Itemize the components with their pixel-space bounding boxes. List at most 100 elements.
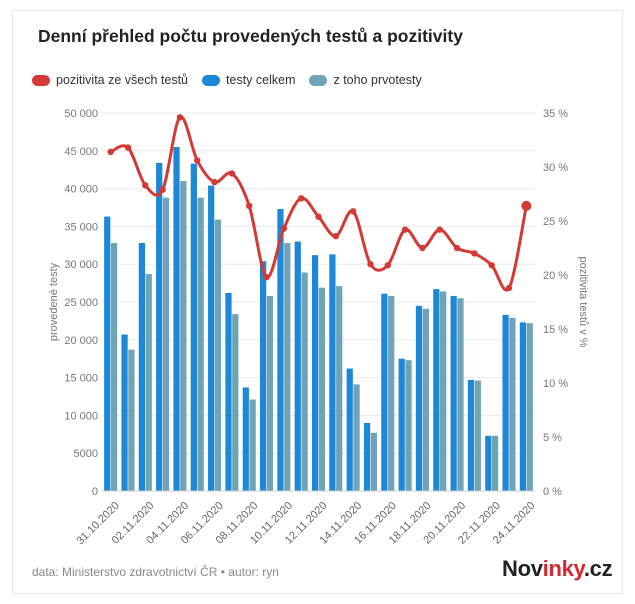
positivity-point xyxy=(419,244,426,252)
legend-label-positivity: pozitivita ze všech testů xyxy=(56,73,189,87)
bar-prvotesty xyxy=(440,291,447,491)
bar-prvotesty xyxy=(474,380,481,491)
bar-prvotesty xyxy=(492,435,499,491)
bar-testy-celkem xyxy=(329,254,336,491)
y-tick-label-right: 20 % xyxy=(543,270,568,282)
bar-prvotesty xyxy=(526,323,533,491)
y-tick-label-left: 25 000 xyxy=(64,297,98,309)
positivity-point xyxy=(124,144,132,151)
bar-prvotesty xyxy=(353,384,360,491)
positivity-point xyxy=(384,262,391,269)
bar-prvotesty xyxy=(301,272,308,491)
y-tick-label-left: 45 000 xyxy=(64,146,98,158)
brand-accent: inky xyxy=(542,556,585,581)
brand-suffix: .cz xyxy=(583,556,613,581)
positivity-point xyxy=(107,148,114,156)
source-note: data: Ministerstvo zdravotnictví ČR • au… xyxy=(32,565,279,579)
positivity-point xyxy=(471,250,478,257)
positivity-point xyxy=(176,114,184,121)
bar-prvotesty xyxy=(180,181,187,492)
y-tick-label-right: 30 % xyxy=(543,162,568,174)
bar-testy-celkem xyxy=(208,185,215,492)
y-tick-label-right: 15 % xyxy=(543,324,568,336)
bar-testy-celkem xyxy=(398,358,405,491)
positivity-point xyxy=(505,284,513,292)
y-tick-label-left: 30 000 xyxy=(64,259,98,271)
bar-prvotesty xyxy=(232,314,239,491)
legend-swatch-total xyxy=(202,74,221,86)
positivity-point xyxy=(246,202,253,210)
bar-testy-celkem xyxy=(502,314,509,491)
y-tick-label-left: 50 000 xyxy=(64,108,98,120)
legend-item-first[interactable]: z toho prvotesty xyxy=(309,73,422,87)
bar-testy-celkem xyxy=(381,293,388,491)
brand-prefix: Nov xyxy=(502,556,543,581)
bar-prvotesty xyxy=(388,295,395,491)
bar-testy-celkem xyxy=(467,379,475,491)
positivity-point xyxy=(401,226,409,233)
positivity-point xyxy=(436,226,443,233)
y-axis-title-left: provedené testy xyxy=(48,262,60,341)
bar-prvotesty xyxy=(284,243,291,491)
bar-prvotesty xyxy=(128,349,135,491)
positivity-point xyxy=(332,232,340,240)
chart-legend: pozitivita ze všech testů testy celkem z… xyxy=(32,72,436,88)
bar-prvotesty xyxy=(110,243,118,491)
bar-testy-celkem xyxy=(311,255,319,491)
bar-testy-celkem xyxy=(415,305,423,491)
bar-testy-celkem xyxy=(121,334,128,491)
positivity-point xyxy=(315,213,322,220)
legend-label-total: testy celkem xyxy=(226,73,296,87)
bar-testy-celkem xyxy=(156,162,163,491)
bar-prvotesty xyxy=(249,399,256,491)
bar-testy-celkem xyxy=(346,368,353,491)
positivity-point xyxy=(263,273,270,281)
y-tick-label-right: 35 % xyxy=(543,108,568,120)
legend-item-total[interactable]: testy celkem xyxy=(202,73,295,87)
positivity-point xyxy=(194,157,201,164)
bar-prvotesty xyxy=(405,360,412,491)
y-tick-label-left: 40 000 xyxy=(64,184,98,196)
bar-testy-celkem xyxy=(173,147,180,491)
y-tick-label-right: 25 % xyxy=(543,216,568,228)
bar-testy-celkem xyxy=(104,216,111,491)
positivity-point xyxy=(488,262,495,269)
bar-testy-celkem xyxy=(242,387,249,491)
chart-plot: 0 5000 10 000 15 000 20 000 25 000 30 000 35 00… xyxy=(48,108,589,547)
y-tick-label-left: 15 000 xyxy=(64,373,98,385)
y-tick-label-left: 0 xyxy=(92,486,98,498)
bar-prvotesty xyxy=(162,197,170,491)
positivity-point xyxy=(349,208,357,215)
y-tick-label-right: 10 % xyxy=(543,378,568,390)
bar-prvotesty xyxy=(197,197,204,491)
legend-swatch-first xyxy=(309,74,328,86)
bar-testy-celkem xyxy=(260,261,267,491)
bar-prvotesty xyxy=(266,295,274,491)
positivity-point xyxy=(367,261,374,268)
positivity-point xyxy=(228,170,236,177)
bar-testy-celkem xyxy=(485,435,492,491)
positivity-point xyxy=(453,244,461,252)
positivity-point xyxy=(521,200,532,211)
legend-item-positivity[interactable]: pozitivita ze všech testů xyxy=(32,73,188,87)
bar-testy-celkem xyxy=(433,289,440,491)
legend-swatch-positivity xyxy=(32,74,50,86)
bar-testy-celkem xyxy=(277,209,284,491)
y-tick-label-left: 10 000 xyxy=(64,410,98,422)
bar-prvotesty xyxy=(145,274,152,491)
positivity-point xyxy=(297,195,305,202)
brand-logo[interactable]: Novinky.cz xyxy=(502,556,613,582)
positivity-point xyxy=(211,178,218,186)
bar-prvotesty xyxy=(336,286,343,491)
bar-prvotesty xyxy=(422,308,429,491)
bar-testy-celkem xyxy=(294,241,301,491)
bar-testy-celkem xyxy=(450,295,457,491)
positivity-point xyxy=(280,225,288,232)
bar-testy-celkem xyxy=(138,243,145,491)
bar-prvotesty xyxy=(214,219,222,491)
chart-title: Denní přehled počtu provedených testů a … xyxy=(38,26,463,46)
positivity-point xyxy=(159,186,166,193)
bar-prvotesty xyxy=(318,287,326,491)
bar-testy-celkem xyxy=(519,322,527,491)
y-tick-label-left: 20 000 xyxy=(64,335,98,347)
